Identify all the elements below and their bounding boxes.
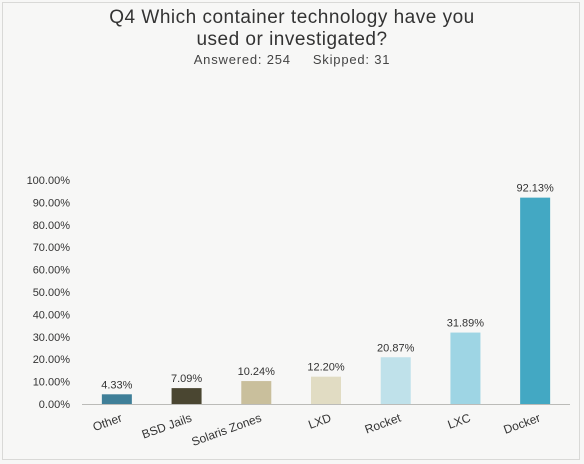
y-tick-label: 80.00%: [33, 220, 71, 232]
bar-value-label: 31.89%: [447, 318, 485, 330]
bar-lxc: [450, 332, 481, 404]
bar-other: [101, 394, 132, 404]
bar-rocket: [380, 357, 411, 404]
response-stats: Answered: 254 Skipped: 31: [0, 52, 584, 67]
bar-value-label: 10.24%: [238, 366, 276, 378]
x-category-label: LXC: [446, 411, 473, 432]
x-category-label: Other: [91, 411, 124, 434]
bar-value-label: 20.87%: [377, 342, 415, 354]
skipped-count: Skipped: 31: [312, 52, 391, 67]
y-tick-label: 20.00%: [33, 354, 71, 366]
x-category-label: Rocket: [363, 410, 404, 436]
x-category-label: Solaris Zones: [190, 411, 264, 449]
chart-frame: [2, 2, 580, 460]
value-labels: 4.33% 7.09% 10.24% 12.20% 20.87% 31.89% 92.13%: [101, 183, 554, 392]
y-tick-label: 60.00%: [33, 265, 71, 277]
bar-lxd: [311, 376, 341, 404]
y-tick-label: 70.00%: [33, 242, 71, 254]
x-category-label: Docker: [502, 411, 543, 437]
chart-title-line-1: Q4 Which container technology have you: [109, 7, 475, 28]
y-tick-label: 100.00%: [27, 175, 71, 187]
y-axis: 0.00% 10.00% 20.00% 30.00% 40.00% 50.00% 60.00…: [27, 175, 570, 411]
y-tick-label: 30.00%: [33, 332, 71, 344]
bar-bsd-jails: [171, 388, 202, 404]
bar-value-label: 4.33%: [101, 379, 132, 391]
bar-value-label: 7.09%: [171, 373, 202, 385]
y-tick-label: 40.00%: [33, 309, 71, 321]
bar-solaris-zones: [241, 381, 272, 404]
bars: [101, 197, 551, 404]
y-tick-label: 90.00%: [33, 197, 71, 209]
bar-value-label: 12.20%: [307, 362, 345, 374]
bar-docker: [520, 197, 551, 404]
x-category-label: BSD Jails: [140, 411, 194, 442]
chart-title-line-2: used or investigated?: [196, 29, 388, 50]
x-category-label: LXD: [306, 411, 333, 432]
y-tick-label: 0.00%: [39, 399, 70, 411]
y-tick-label: 10.00%: [33, 377, 71, 389]
bar-value-label: 92.13%: [516, 183, 554, 195]
y-tick-label: 50.00%: [33, 287, 71, 299]
answered-count: Answered: 254: [193, 52, 291, 67]
